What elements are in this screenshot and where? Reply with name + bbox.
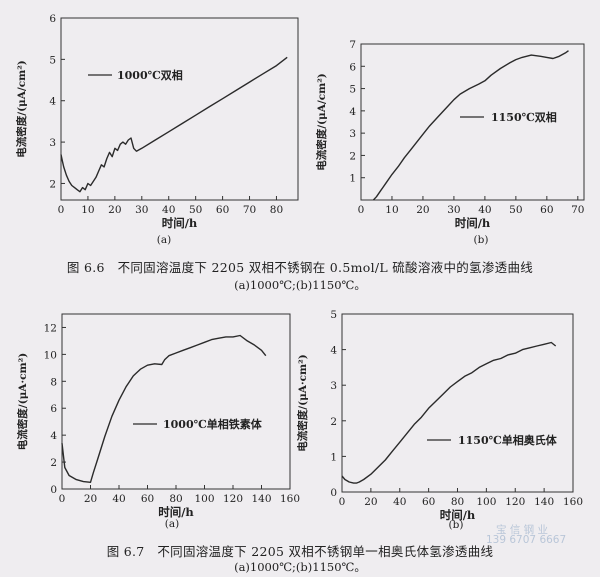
panel-label: (b) — [474, 234, 489, 246]
series-line — [60, 56, 288, 193]
watermark-name: 宝 信 钢 业 — [496, 524, 549, 536]
x-tick-label: 70 — [571, 204, 584, 216]
plot-frame — [60, 17, 299, 201]
x-tick-label: 60 — [216, 204, 229, 216]
x-tick-label: 40 — [393, 496, 406, 508]
panel-label: (a) — [165, 518, 179, 530]
y-tick-label: 2 — [330, 416, 337, 428]
x-tick-label: 30 — [135, 204, 148, 216]
plot-frame — [341, 313, 574, 493]
y-tick-label: 2 — [49, 178, 56, 190]
x-tick-label: 20 — [108, 204, 121, 216]
x-tick-label: 40 — [478, 204, 491, 216]
x-tick-label: 30 — [447, 204, 460, 216]
x-tick-label: 0 — [59, 493, 66, 505]
x-tick-label: 40 — [162, 204, 175, 216]
y-tick-label: 3 — [349, 128, 356, 140]
y-axis-label: 电流密度/(μA·cm²) — [16, 353, 29, 450]
series-line — [372, 50, 569, 201]
chart-b67: 0 20 40 60 80 100 120 140 160 0 1 2 3 4 5 时间/h 电流密度/(μA·… — [296, 309, 583, 531]
x-tick-label: 60 — [141, 493, 154, 505]
y-tick-label: 5 — [349, 84, 356, 96]
x-tick-label: 50 — [509, 204, 522, 216]
y-tick-label: 5 — [49, 54, 56, 66]
y-tick-label: 8 — [50, 376, 57, 388]
series-line — [61, 334, 267, 483]
y-tick-label: 2 — [349, 150, 356, 162]
x-tick-label: 160 — [280, 493, 300, 505]
y-tick-label: 4 — [330, 345, 337, 357]
y-axis-label: 电流密度/(μA/cm²) — [15, 60, 28, 158]
x-tick-label: 0 — [58, 204, 65, 216]
x-tick-label: 70 — [243, 204, 256, 216]
x-tick-label: 0 — [339, 496, 346, 508]
x-tick-label: 50 — [189, 204, 202, 216]
x-axis-label: 时间/h — [455, 216, 491, 230]
y-tick-label: 10 — [44, 349, 57, 361]
x-axis-label: 时间/h — [440, 508, 476, 522]
series-line — [341, 341, 557, 484]
legend-label: 1150℃双相 — [491, 110, 557, 124]
y-tick-label: 6 — [50, 403, 57, 415]
panel-label: (b) — [449, 519, 464, 531]
y-tick-label: 4 — [49, 96, 56, 108]
y-axis-label: 电流密度/(μA/cm²) — [315, 73, 328, 171]
y-tick-label: 6 — [349, 61, 356, 73]
y-tick-label: 4 — [349, 106, 356, 118]
y-tick-label: 12 — [44, 322, 57, 334]
y-tick-label: 1 — [349, 173, 356, 185]
y-tick-label: 0 — [50, 484, 57, 496]
chart-a66: 0 10 20 30 40 50 60 70 80 2 3 4 5 6 时间/h 电流密度/(μA/cm²) (… — [15, 13, 299, 246]
chart-b66: 0 10 20 30 40 50 60 70 1 2 3 4 5 6 7 时间/h 电流密度/(μA/cm²) (… — [315, 39, 585, 246]
x-tick-label: 60 — [540, 204, 553, 216]
x-tick-label: 20 — [416, 204, 429, 216]
x-tick-label: 10 — [81, 204, 94, 216]
y-tick-label: 0 — [330, 487, 337, 499]
x-tick-label: 120 — [505, 496, 525, 508]
legend-label: 1150℃单相奥氏体 — [458, 433, 558, 447]
chart-a67: 0 20 40 60 80 100 120 140 160 0 2 4 6 8 10 12 时间/h 电流密度/(… — [16, 313, 300, 530]
x-tick-label: 120 — [223, 493, 243, 505]
legend-label: 1000℃单相铁素体 — [163, 417, 263, 431]
x-axis-label: 时间/h — [158, 505, 194, 519]
figure-6-6-subcaption: (a)1000℃;(b)1150℃。 — [234, 278, 366, 292]
y-tick-label: 6 — [49, 13, 56, 25]
x-tick-label: 80 — [451, 496, 464, 508]
y-tick-label: 2 — [50, 457, 57, 469]
y-tick-label: 3 — [49, 137, 56, 149]
figure-6-6-caption: 图 6.6 不同固溶温度下 2205 双相不锈钢在 0.5mol/L 硫酸溶液中… — [66, 260, 534, 275]
legend-label: 1000℃双相 — [117, 68, 183, 82]
x-tick-label: 100 — [194, 493, 214, 505]
x-tick-label: 10 — [385, 204, 398, 216]
x-axis-label: 时间/h — [162, 216, 198, 230]
y-axis-label: 电流密度/(μA·cm²) — [296, 354, 309, 451]
plot-frame — [360, 43, 585, 201]
x-tick-label: 100 — [476, 496, 496, 508]
y-tick-label: 3 — [330, 380, 337, 392]
figure-6-7-subcaption: (a)1000℃;(b)1150℃。 — [234, 560, 366, 574]
x-tick-label: 140 — [534, 496, 554, 508]
x-tick-label: 20 — [364, 496, 377, 508]
y-tick-label: 4 — [50, 430, 57, 442]
x-tick-label: 60 — [422, 496, 435, 508]
x-tick-label: 0 — [358, 204, 365, 216]
x-tick-label: 40 — [112, 493, 125, 505]
panel-label: (a) — [157, 234, 171, 246]
x-tick-label: 160 — [563, 496, 583, 508]
watermark-phone: 139 6707 6667 — [486, 534, 567, 546]
figure-6-7-caption: 图 6.7 不同固溶温度下 2205 双相不锈钢单一相奥氏体氢渗透曲线 — [106, 544, 494, 559]
y-tick-label: 5 — [330, 309, 337, 321]
y-tick-label: 1 — [330, 451, 337, 463]
y-tick-label: 7 — [349, 39, 356, 51]
x-tick-label: 80 — [169, 493, 182, 505]
x-tick-label: 80 — [270, 204, 283, 216]
x-tick-label: 140 — [251, 493, 271, 505]
x-tick-label: 20 — [84, 493, 97, 505]
